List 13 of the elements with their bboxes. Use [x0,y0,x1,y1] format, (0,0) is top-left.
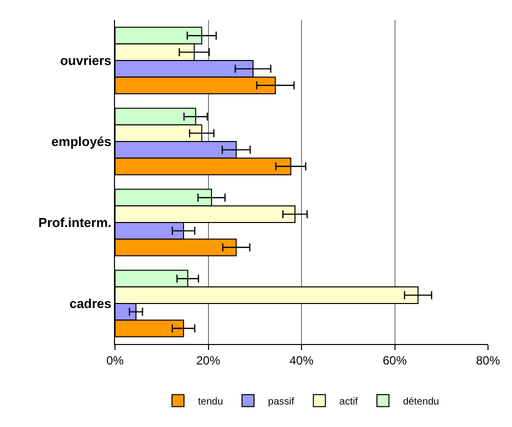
legend-label: passif [268,396,294,408]
x-tick-label: 40% [289,353,314,368]
y-tick-label: Prof.interm. [38,215,112,230]
legend-label: actif [339,396,358,408]
y-tick-label: cadres [69,296,112,312]
y-tick-label: ouvriers [60,53,112,68]
y-tick-label: employés [51,134,112,150]
x-tick-label: 80% [476,353,500,368]
x-tick-label: 20% [196,353,221,368]
legend-label: tendu [198,396,224,408]
x-tick-label: 0% [106,353,124,368]
legend-label: détendu [402,396,440,408]
x-tick-label: 60% [382,353,408,368]
